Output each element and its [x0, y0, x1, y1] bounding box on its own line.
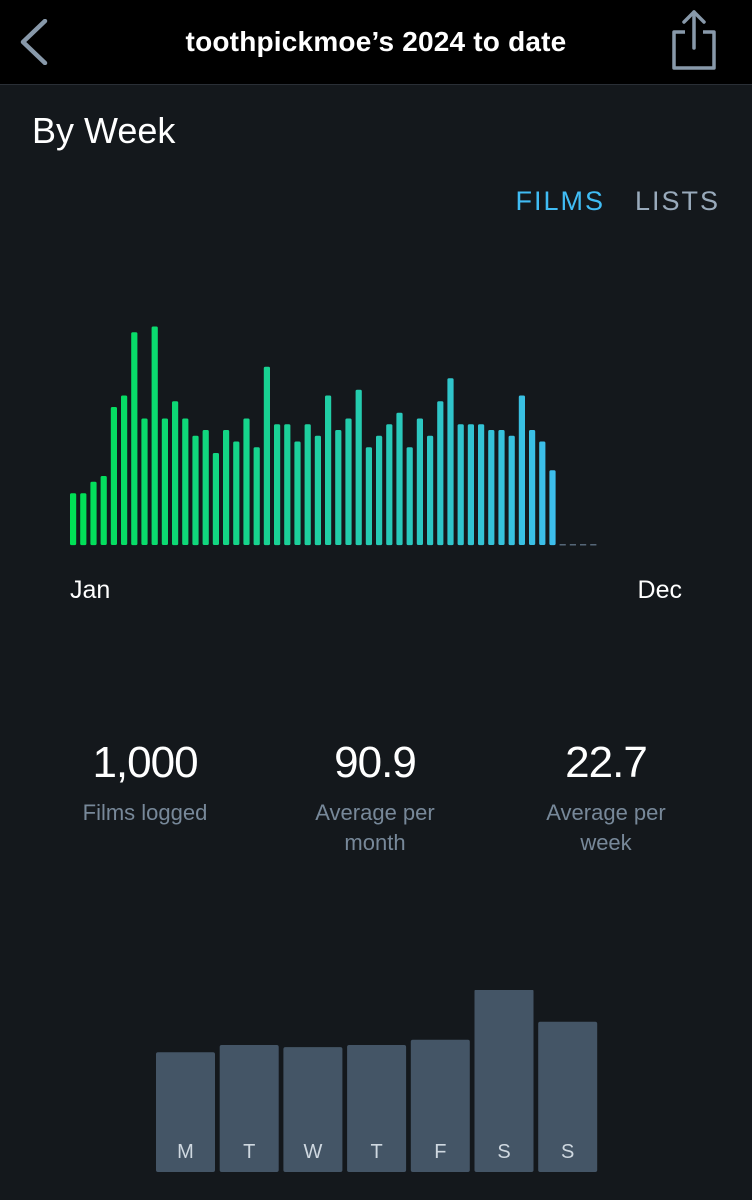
week-bar — [437, 401, 444, 546]
stat-value: 90.9 — [334, 738, 417, 787]
day-bar — [410, 1039, 470, 1172]
day-bar — [538, 1021, 598, 1172]
week-bar — [467, 424, 474, 546]
weekly-films-chart — [70, 326, 597, 546]
week-bar — [70, 493, 77, 546]
week-bar — [355, 389, 362, 546]
share-icon — [672, 10, 716, 70]
week-bar — [447, 378, 454, 546]
week-bar — [518, 395, 525, 545]
day-label: F — [434, 1141, 446, 1163]
stat-label: Average per month — [315, 800, 435, 855]
week-bar — [325, 395, 332, 545]
chevron-left-icon — [20, 19, 48, 65]
week-bar — [202, 430, 209, 545]
week-bar — [172, 401, 179, 546]
stat-average-per-week: 22.7 Average per week — [486, 738, 726, 858]
week-bar — [212, 453, 219, 545]
day-bar — [283, 1047, 343, 1172]
day-label: M — [177, 1141, 194, 1163]
week-bar — [80, 493, 87, 546]
page-title: toothpickmoe’s 2024 to date — [185, 26, 567, 57]
week-bar — [314, 435, 321, 546]
week-bar — [253, 447, 260, 546]
week-bar — [304, 424, 311, 546]
week-bar — [274, 424, 281, 546]
day-bar — [347, 1045, 407, 1172]
stat-label: Films logged — [82, 800, 208, 825]
week-bar — [192, 435, 199, 546]
week-placeholder — [590, 544, 597, 546]
week-bar — [131, 332, 138, 546]
week-bar — [233, 441, 240, 545]
films-lists-toggle: FILMS LISTS — [515, 186, 720, 217]
week-bar — [396, 412, 403, 546]
week-placeholder — [559, 544, 566, 546]
stat-label: Average per week — [546, 800, 666, 855]
week-bar — [284, 424, 291, 546]
axis-end-label: Dec — [637, 576, 682, 604]
week-bar — [386, 424, 393, 546]
axis-start-label: Jan — [70, 576, 111, 604]
films-tab[interactable]: FILMS — [515, 186, 605, 216]
day-label: W — [303, 1141, 322, 1163]
week-placeholder — [580, 544, 587, 546]
section-title: By Week — [32, 110, 176, 151]
stat-films-logged: 1,000 Films logged — [25, 738, 265, 828]
week-bar — [90, 481, 97, 546]
week-bar — [335, 430, 342, 545]
week-bar — [457, 424, 464, 546]
week-bar — [110, 407, 117, 545]
week-bar — [508, 435, 515, 546]
top-bar: toothpickmoe’s 2024 to date — [0, 0, 752, 85]
share-button[interactable] — [666, 8, 722, 72]
day-label: S — [497, 1141, 510, 1163]
week-bar — [478, 424, 485, 546]
week-bar — [416, 418, 423, 545]
week-bar — [263, 366, 270, 546]
week-bar — [121, 395, 128, 545]
day-bar — [219, 1045, 279, 1172]
stat-value: 1,000 — [92, 738, 198, 787]
week-bar — [488, 430, 495, 545]
week-bar — [376, 435, 383, 546]
week-bar — [294, 441, 301, 545]
back-button[interactable] — [14, 16, 54, 68]
week-bar — [100, 476, 107, 545]
day-bar — [156, 1052, 215, 1172]
week-bar — [427, 435, 434, 546]
day-bar — [474, 990, 534, 1172]
week-bar — [243, 418, 250, 545]
day-label: S — [561, 1141, 574, 1163]
stat-average-per-month: 90.9 Average per month — [255, 738, 495, 858]
stat-value: 22.7 — [565, 738, 648, 787]
week-bar — [365, 447, 372, 546]
week-bar — [539, 441, 546, 545]
week-bar — [161, 418, 168, 545]
day-label: T — [370, 1141, 382, 1163]
week-bar — [529, 430, 536, 545]
day-label: T — [243, 1141, 255, 1163]
week-placeholder — [569, 544, 576, 546]
week-bar — [406, 447, 413, 546]
lists-tab[interactable]: LISTS — [634, 186, 720, 216]
week-bar — [182, 418, 189, 545]
week-bar — [345, 418, 352, 545]
week-bar — [223, 430, 230, 545]
week-bar — [151, 326, 158, 545]
week-bar — [549, 470, 556, 546]
week-bar — [498, 430, 505, 545]
week-bar — [141, 418, 148, 545]
